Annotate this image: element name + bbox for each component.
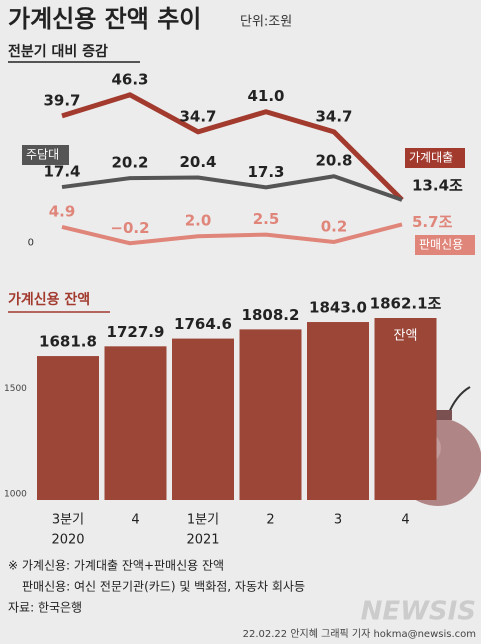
x-tick-label: 3: [334, 513, 342, 528]
x-tick-label: 4: [401, 513, 409, 528]
bar-title: 가계신용 잔액: [8, 291, 90, 308]
value-label: 1681.8: [39, 333, 97, 351]
x-tick-label: 4: [131, 513, 139, 528]
value-label: 39.7: [43, 91, 80, 109]
value-label: 41.0: [247, 87, 284, 105]
x-tick-label: 2: [266, 513, 274, 528]
series-line: [61, 174, 403, 202]
title: 가계신용 잔액 추이: [8, 5, 201, 33]
note: 판매신용: 여신 전문기관(카드) 및 백화점, 자동차 회사등: [22, 580, 305, 594]
value-label: 4.9: [49, 202, 76, 220]
y-tick-label: 0: [28, 238, 34, 249]
credit: 22.02.22 안지혜 그래픽 기자 hokma@newsis.com: [243, 628, 476, 640]
x-tick-label: 1분기: [187, 513, 219, 528]
value-label: 17.4: [43, 163, 80, 181]
watermark: NEWSIS: [361, 597, 476, 627]
value-label: 17.3: [247, 163, 284, 181]
bar: [307, 322, 369, 500]
value-label: 20.8: [315, 152, 352, 170]
value-label: 46.3: [111, 70, 148, 88]
annotation: 잔액: [394, 329, 418, 344]
value-label: 20.4: [179, 153, 216, 171]
bar: [374, 318, 437, 500]
value-label: 1862.1조: [370, 295, 442, 313]
x-tick-label: 2021: [186, 533, 219, 548]
subtitle: 전분기 대비 증감: [8, 43, 108, 60]
value-label: 5.7조: [412, 213, 453, 231]
legend-box: [405, 148, 465, 168]
value-label: 0.2: [321, 217, 348, 235]
legend-label: 판매신용: [419, 238, 463, 252]
value-label: 20.2: [111, 154, 148, 172]
series-line: [61, 92, 404, 202]
value-label: 1843.0: [309, 299, 367, 317]
bar: [239, 329, 302, 500]
y-tick-label: 1000: [4, 490, 27, 500]
bar: [37, 356, 99, 500]
legend-box: [415, 235, 475, 255]
legend-box: [22, 145, 69, 165]
value-label: 34.7: [315, 107, 352, 125]
value-label: −0.2: [110, 219, 149, 237]
unit: 단위:조원: [240, 15, 292, 30]
x-tick-label: 3분기: [52, 513, 84, 528]
value-label: 1808.2: [242, 306, 300, 324]
value-label: 34.7: [179, 107, 216, 125]
value-label: 2.5: [253, 210, 280, 228]
value-label: 1764.6: [174, 315, 232, 333]
bar: [172, 338, 234, 500]
bar: [104, 346, 167, 500]
y-tick-label: 1500: [4, 384, 27, 394]
legend-label: 가계대출: [409, 151, 453, 165]
note: 자료: 한국은행: [8, 600, 82, 615]
x-tick-label: 2020: [51, 533, 84, 548]
value-label: 1727.9: [107, 323, 165, 341]
note: ※ 가계신용: 가계대출 잔액+판매신용 잔액: [8, 559, 224, 573]
legend-label: 주담대: [26, 148, 59, 162]
value-label: 13.4조: [412, 176, 463, 194]
value-label: 2.0: [185, 212, 212, 230]
series-line: [61, 222, 403, 246]
